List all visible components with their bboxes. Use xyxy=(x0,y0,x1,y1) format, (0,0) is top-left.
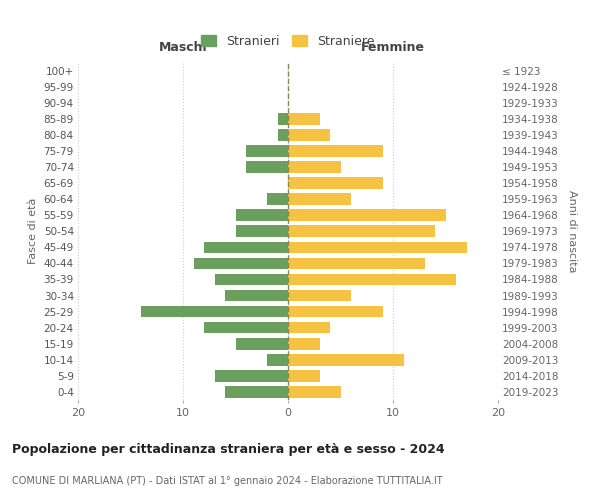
Bar xyxy=(235,210,288,221)
Bar xyxy=(288,274,456,285)
Bar xyxy=(267,194,288,205)
Bar xyxy=(235,338,288,349)
Bar xyxy=(277,113,288,124)
Bar xyxy=(204,322,288,334)
Bar xyxy=(288,306,383,318)
Bar xyxy=(288,194,351,205)
Bar xyxy=(267,354,288,366)
Text: COMUNE DI MARLIANA (PT) - Dati ISTAT al 1° gennaio 2024 - Elaborazione TUTTITALI: COMUNE DI MARLIANA (PT) - Dati ISTAT al … xyxy=(12,476,443,486)
Bar xyxy=(288,178,383,189)
Bar xyxy=(288,258,425,269)
Legend: Stranieri, Straniere: Stranieri, Straniere xyxy=(196,30,380,53)
Bar xyxy=(204,242,288,253)
Y-axis label: Fasce di età: Fasce di età xyxy=(28,198,38,264)
Text: Femmine: Femmine xyxy=(361,41,425,54)
Bar xyxy=(288,290,351,302)
Bar xyxy=(215,370,288,382)
Bar xyxy=(288,370,320,382)
Bar xyxy=(288,145,383,156)
Text: Maschi: Maschi xyxy=(158,41,208,54)
Bar xyxy=(288,354,404,366)
Bar xyxy=(141,306,288,318)
Bar xyxy=(225,386,288,398)
Text: Popolazione per cittadinanza straniera per età e sesso - 2024: Popolazione per cittadinanza straniera p… xyxy=(12,442,445,456)
Bar xyxy=(288,161,341,173)
Bar xyxy=(288,322,330,334)
Bar xyxy=(288,113,320,124)
Bar xyxy=(288,226,435,237)
Bar xyxy=(246,145,288,156)
Bar xyxy=(277,129,288,140)
Bar xyxy=(235,226,288,237)
Bar xyxy=(288,242,467,253)
Bar xyxy=(246,161,288,173)
Bar xyxy=(225,290,288,302)
Bar xyxy=(288,338,320,349)
Bar xyxy=(215,274,288,285)
Y-axis label: Anni di nascita: Anni di nascita xyxy=(567,190,577,272)
Bar xyxy=(288,210,445,221)
Bar xyxy=(193,258,288,269)
Bar xyxy=(288,386,341,398)
Bar xyxy=(288,129,330,140)
